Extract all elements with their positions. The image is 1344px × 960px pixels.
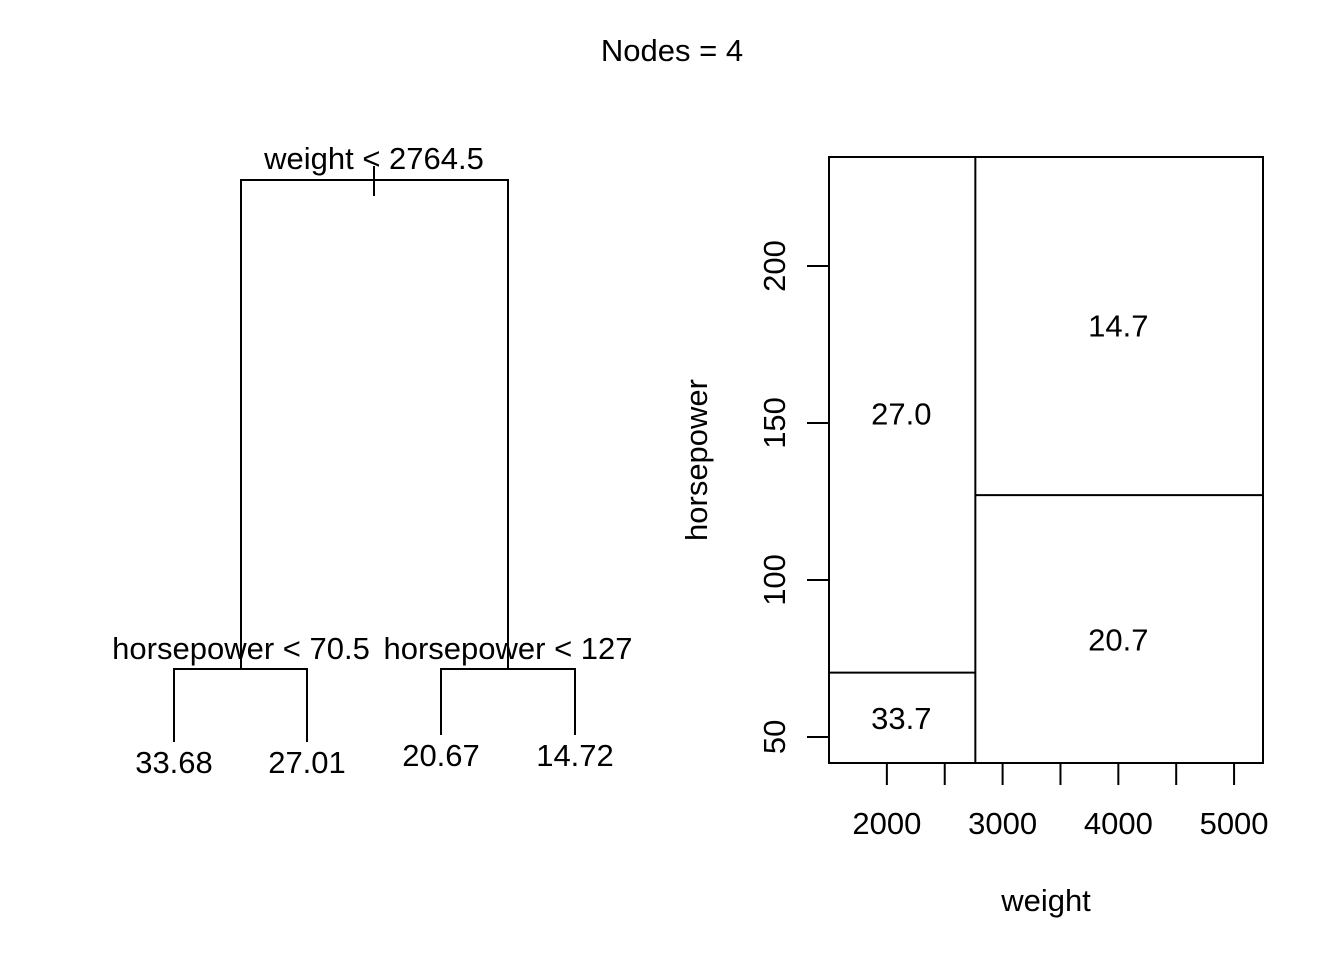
tree-split-right: horsepower < 127 (383, 631, 632, 666)
chart-title: Nodes = 4 (601, 33, 743, 68)
y-tick-label: 200 (757, 240, 792, 292)
x-tick-label: 3000 (968, 806, 1037, 841)
x-tick-label: 5000 (1200, 806, 1269, 841)
tree-branch-root (240, 179, 509, 669)
region-label: 33.7 (871, 701, 931, 736)
y-tick-label: 150 (757, 397, 792, 449)
tree-branch-left (173, 668, 308, 742)
partition-regions: 33.7 27.0 20.7 14.7 (871, 309, 1148, 736)
y-axis-label: horsepower (679, 379, 714, 541)
tree-leaf: 14.72 (536, 738, 614, 773)
plot-frame (828, 156, 1264, 764)
tree-split-left: horsepower < 70.5 (112, 631, 370, 666)
y-tick-label: 100 (757, 554, 792, 606)
tree-panel: weight < 2764.5 horsepower < 70.5 horsep… (112, 141, 632, 780)
x-tick-label: 2000 (852, 806, 921, 841)
x-tick-label: 4000 (1084, 806, 1153, 841)
partition-splits (829, 157, 1263, 763)
region-label: 20.7 (1088, 623, 1148, 658)
tree-leaf: 27.01 (268, 745, 346, 780)
tree-split-root: weight < 2764.5 (263, 141, 484, 176)
x-axis: 2000 3000 4000 5000 (852, 763, 1269, 841)
y-axis: 50 100 150 200 (757, 240, 829, 754)
tree-leaf: 33.68 (135, 745, 213, 780)
tree-leaf: 20.67 (402, 738, 480, 773)
region-label: 14.7 (1088, 309, 1148, 344)
x-axis-label: weight (1000, 883, 1091, 918)
partition-panel: 2000 3000 4000 5000 50 100 150 200 33.7 27.0 20.… (679, 156, 1269, 918)
tree-branch-right (440, 668, 576, 735)
y-tick-label: 50 (757, 720, 792, 754)
region-label: 27.0 (871, 397, 931, 432)
